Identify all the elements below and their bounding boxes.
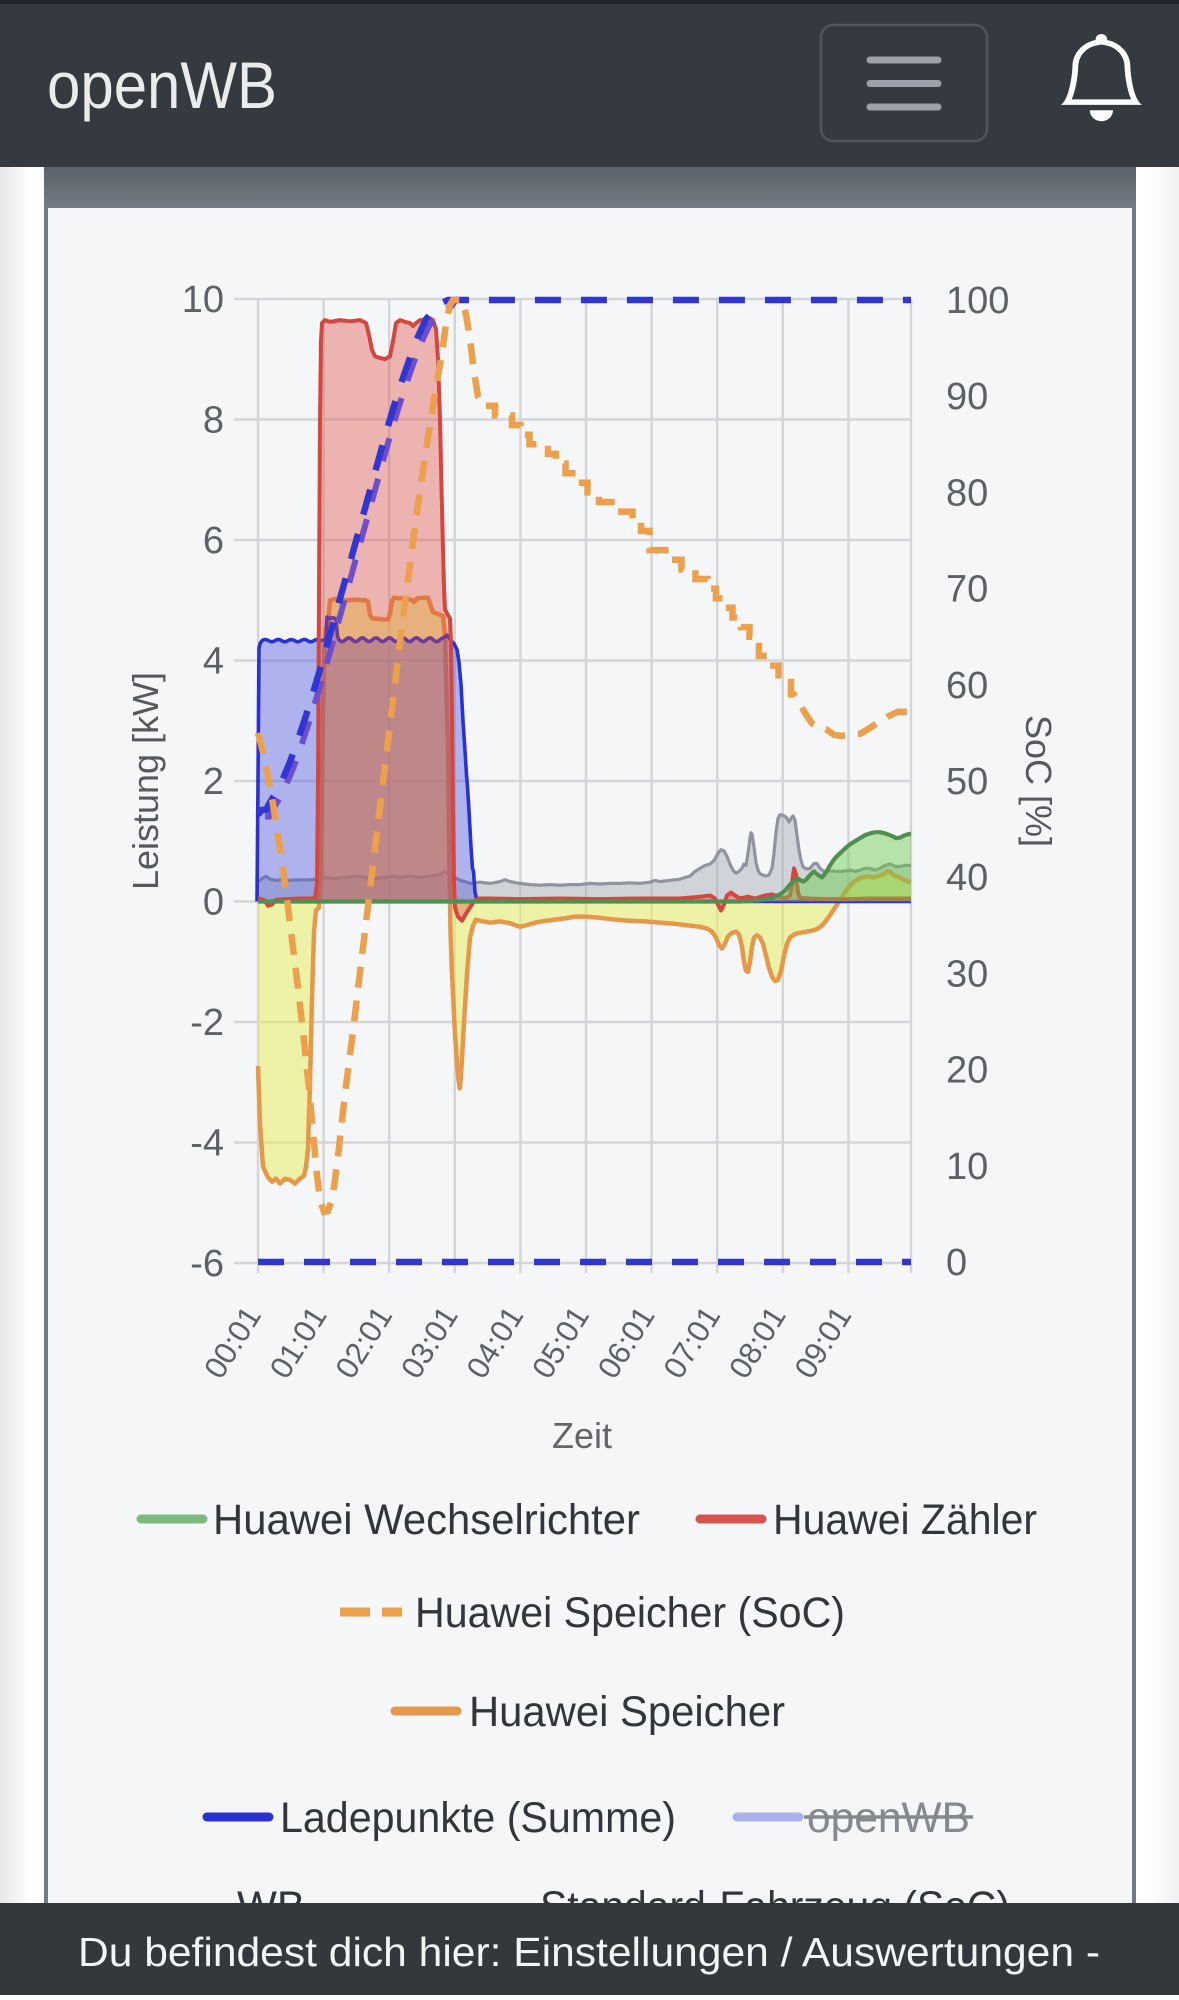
svg-text:02:01: 02:01	[328, 1300, 399, 1384]
svg-text:Huawei Speicher (SoC): Huawei Speicher (SoC)	[415, 1589, 845, 1637]
svg-text:80: 80	[946, 472, 988, 514]
svg-text:Huawei Zähler: Huawei Zähler	[773, 1496, 1037, 1544]
svg-text:Ladepunkte (Summe): Ladepunkte (Summe)	[280, 1794, 676, 1842]
svg-text:01:01: 01:01	[263, 1300, 334, 1384]
svg-text:Huawei Speicher: Huawei Speicher	[469, 1688, 785, 1736]
svg-text:openWB: openWB	[47, 48, 277, 122]
svg-text:Du befindest dich hier: Einste: Du befindest dich hier: Einstellungen / …	[78, 1929, 1100, 1975]
svg-text:30: 30	[946, 953, 988, 995]
svg-text:90: 90	[946, 376, 988, 418]
svg-text:60: 60	[946, 665, 988, 707]
svg-text:100: 100	[946, 280, 1009, 322]
svg-text:04:01: 04:01	[460, 1300, 531, 1384]
svg-text:0: 0	[203, 882, 224, 924]
svg-text:06:01: 06:01	[591, 1300, 662, 1384]
svg-text:8: 8	[203, 400, 224, 442]
svg-text:10: 10	[182, 279, 224, 321]
svg-text:00:01: 00:01	[197, 1300, 268, 1384]
svg-text:SoC [%]: SoC [%]	[1018, 715, 1059, 847]
svg-text:70: 70	[946, 569, 988, 611]
svg-text:05:01: 05:01	[525, 1300, 596, 1384]
svg-text:Leistung [kW]: Leistung [kW]	[125, 672, 166, 890]
svg-text:0: 0	[946, 1242, 967, 1284]
svg-text:Huawei Wechselrichter: Huawei Wechselrichter	[213, 1496, 640, 1544]
svg-text:10: 10	[946, 1146, 988, 1188]
svg-text:-4: -4	[190, 1123, 224, 1165]
svg-text:-6: -6	[190, 1243, 224, 1285]
svg-text:08:01: 08:01	[722, 1300, 793, 1384]
svg-text:4: 4	[203, 641, 224, 683]
svg-text:03:01: 03:01	[394, 1300, 465, 1384]
svg-text:09:01: 09:01	[788, 1300, 859, 1384]
svg-text:-2: -2	[190, 1002, 224, 1044]
svg-text:40: 40	[946, 857, 988, 899]
svg-text:Zeit: Zeit	[552, 1415, 612, 1456]
svg-text:20: 20	[946, 1050, 988, 1092]
svg-text:07:01: 07:01	[656, 1300, 727, 1384]
svg-text:6: 6	[203, 520, 224, 562]
svg-text:50: 50	[946, 761, 988, 803]
svg-text:2: 2	[203, 761, 224, 803]
